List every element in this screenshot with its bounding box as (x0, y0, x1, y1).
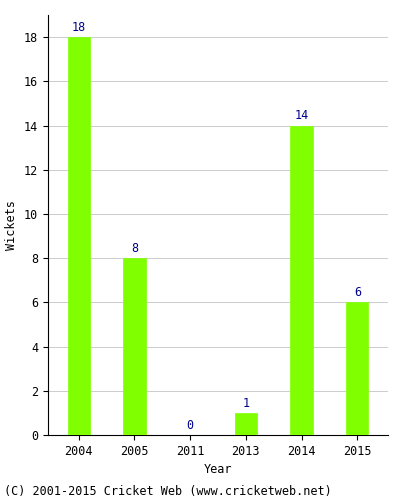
Text: 0: 0 (186, 418, 194, 432)
Text: 1: 1 (242, 396, 250, 409)
Text: (C) 2001-2015 Cricket Web (www.cricketweb.net): (C) 2001-2015 Cricket Web (www.cricketwe… (4, 484, 332, 498)
Bar (68, 37, 90, 435)
Y-axis label: Wickets: Wickets (6, 200, 18, 250)
Bar (346, 302, 368, 435)
Bar (235, 413, 257, 435)
Text: 8: 8 (131, 242, 138, 255)
Text: 14: 14 (294, 109, 309, 122)
X-axis label: Year: Year (204, 464, 232, 476)
Bar (290, 126, 313, 435)
Text: 18: 18 (72, 21, 86, 34)
Bar (123, 258, 146, 435)
Text: 6: 6 (354, 286, 361, 299)
